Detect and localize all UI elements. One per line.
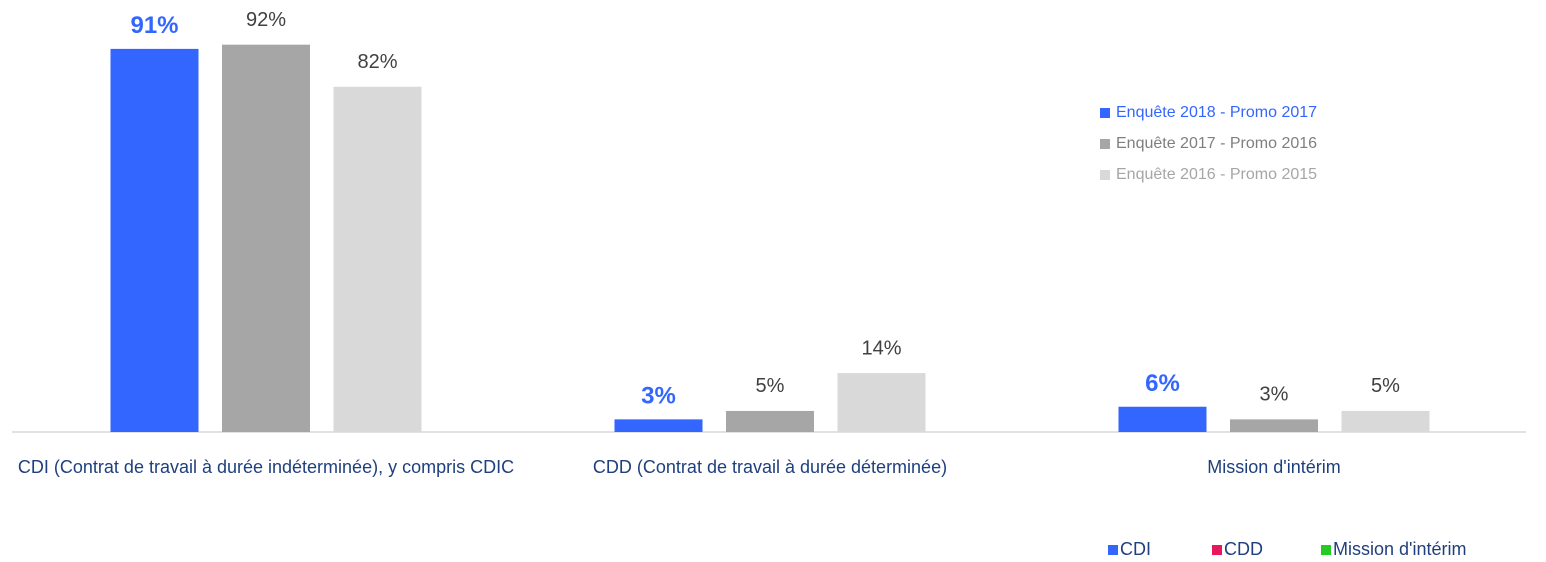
bar — [1341, 410, 1430, 432]
data-label: 3% — [641, 383, 676, 410]
x-tick-label: CDI (Contrat de travail à durée indéterm… — [17, 457, 515, 477]
legend-swatch — [1100, 139, 1110, 149]
bar — [110, 48, 199, 432]
bar — [222, 44, 310, 433]
legend-swatch — [1100, 108, 1110, 118]
legend-label: CDD — [1224, 539, 1263, 559]
data-label: 5% — [1371, 375, 1400, 397]
legend-label: Mission d'intérim — [1333, 539, 1466, 559]
bar — [1230, 419, 1318, 432]
data-label: 92% — [246, 9, 286, 31]
legend-label: Enquête 2017 - Promo 2016 — [1116, 135, 1317, 152]
data-label: 3% — [1260, 384, 1289, 406]
legend-label: Enquête 2016 - Promo 2015 — [1116, 166, 1317, 183]
legend-swatch — [1212, 545, 1222, 555]
bar — [333, 86, 422, 432]
data-label: 91% — [130, 12, 178, 39]
data-label: 5% — [756, 375, 785, 397]
bar — [837, 373, 926, 432]
data-label: 6% — [1145, 370, 1180, 397]
legend-swatch — [1321, 545, 1331, 555]
bar — [614, 419, 703, 432]
legend-label: Enquête 2018 - Promo 2017 — [1116, 104, 1317, 121]
x-tick-label: CDD (Contrat de travail à durée détermin… — [592, 457, 948, 477]
bar — [726, 410, 814, 432]
data-label: 14% — [861, 337, 901, 359]
bar — [1118, 406, 1207, 432]
legend-swatch — [1108, 545, 1118, 555]
data-label: 82% — [357, 51, 397, 73]
x-tick-label: Mission d'intérim — [1207, 457, 1341, 477]
legend-swatch — [1100, 170, 1110, 180]
legend-label: CDI — [1120, 539, 1151, 559]
